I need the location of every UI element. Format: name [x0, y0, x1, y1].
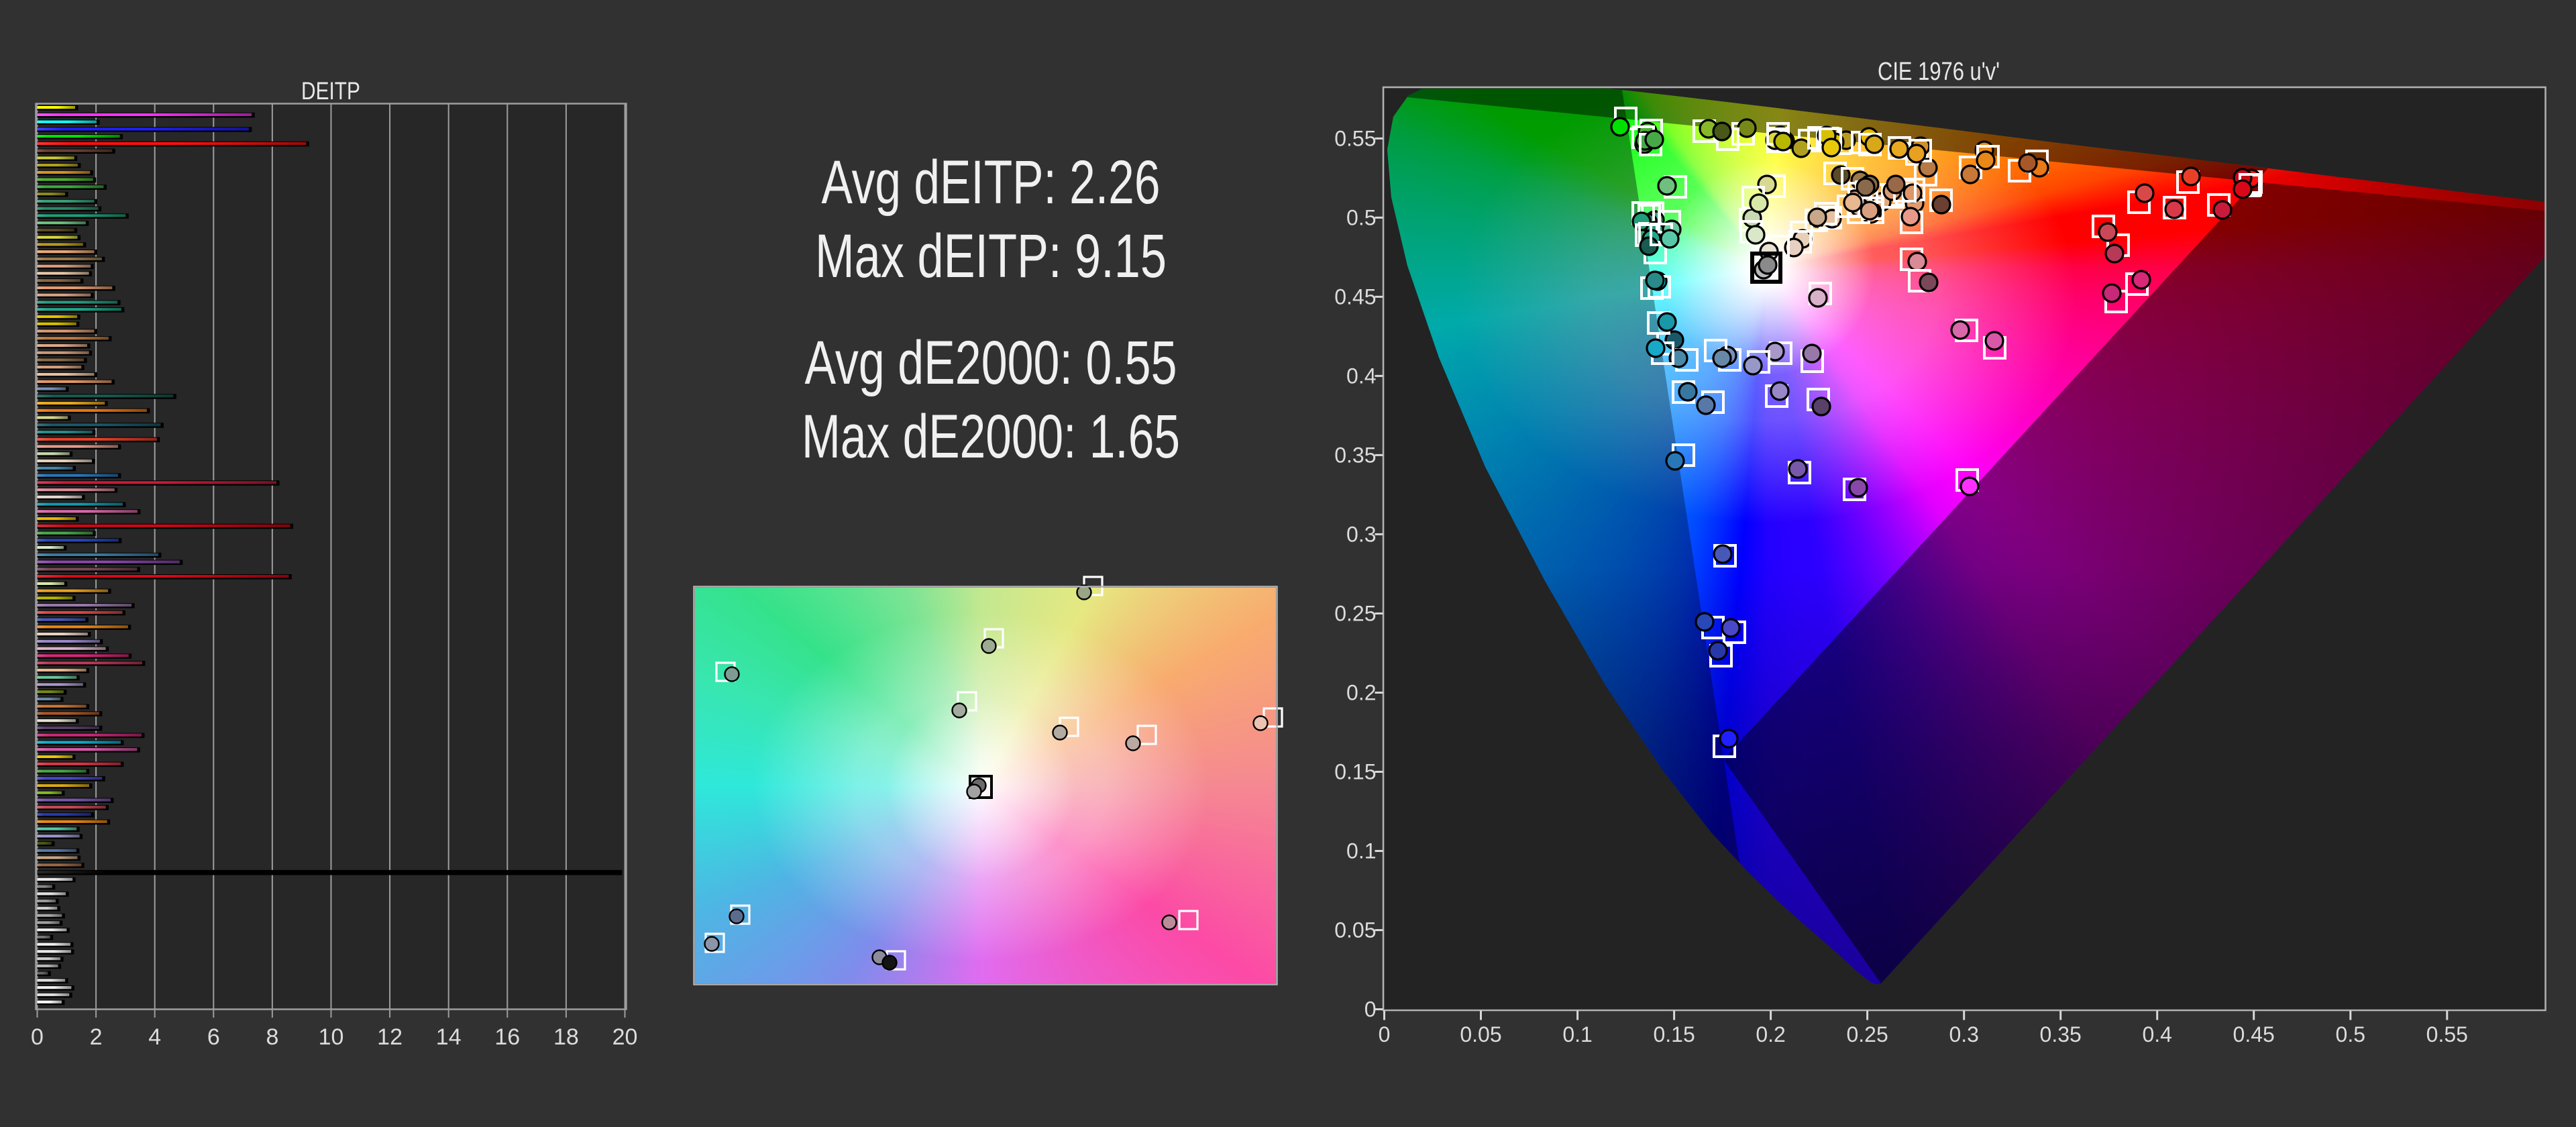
svg-text:14: 14	[436, 1024, 462, 1050]
svg-text:0.3: 0.3	[1346, 522, 1376, 546]
svg-text:CIE 1976 u'v': CIE 1976 u'v'	[1878, 58, 2000, 86]
svg-text:0: 0	[1364, 998, 1377, 1022]
svg-text:0.2: 0.2	[1346, 681, 1376, 705]
svg-text:0.15: 0.15	[1653, 1022, 1695, 1046]
svg-text:2: 2	[90, 1024, 103, 1050]
svg-text:0: 0	[31, 1024, 44, 1050]
svg-text:0.25: 0.25	[1846, 1022, 1888, 1046]
svg-text:0.5: 0.5	[1346, 205, 1376, 229]
svg-text:DEITP: DEITP	[301, 77, 360, 105]
svg-text:0.35: 0.35	[1334, 443, 1376, 467]
svg-text:0.35: 0.35	[2040, 1022, 2082, 1046]
svg-text:0.4: 0.4	[2142, 1022, 2171, 1046]
svg-text:0.55: 0.55	[1334, 126, 1376, 150]
svg-text:0.55: 0.55	[2426, 1022, 2468, 1046]
svg-text:0.4: 0.4	[1346, 364, 1376, 388]
svg-text:10: 10	[319, 1024, 344, 1050]
svg-text:0.1: 0.1	[1562, 1022, 1592, 1046]
svg-text:6: 6	[207, 1024, 220, 1050]
svg-text:0: 0	[1379, 1022, 1391, 1046]
svg-text:4: 4	[148, 1024, 161, 1050]
svg-text:0.45: 0.45	[1334, 284, 1376, 309]
svg-text:0.2: 0.2	[1756, 1022, 1785, 1046]
svg-text:8: 8	[266, 1024, 278, 1050]
svg-text:0.5: 0.5	[2336, 1022, 2365, 1046]
svg-text:18: 18	[553, 1024, 579, 1050]
svg-text:0.45: 0.45	[2233, 1022, 2275, 1046]
svg-text:0.05: 0.05	[1334, 918, 1376, 943]
svg-text:0.1: 0.1	[1346, 839, 1376, 863]
svg-text:0.3: 0.3	[1949, 1022, 1978, 1046]
svg-text:Max dEITP: 9.15: Max dEITP: 9.15	[815, 222, 1167, 290]
svg-text:20: 20	[612, 1024, 638, 1050]
svg-text:Avg dE2000: 0.55: Avg dE2000: 0.55	[805, 329, 1177, 397]
svg-text:16: 16	[494, 1024, 520, 1050]
svg-text:12: 12	[377, 1024, 402, 1050]
svg-text:Max dE2000: 1.65: Max dE2000: 1.65	[802, 402, 1180, 471]
svg-text:0.15: 0.15	[1334, 760, 1376, 784]
svg-text:0.05: 0.05	[1460, 1022, 1501, 1046]
svg-text:0.25: 0.25	[1334, 602, 1376, 626]
svg-text:Avg dEITP: 2.26: Avg dEITP: 2.26	[822, 148, 1161, 217]
